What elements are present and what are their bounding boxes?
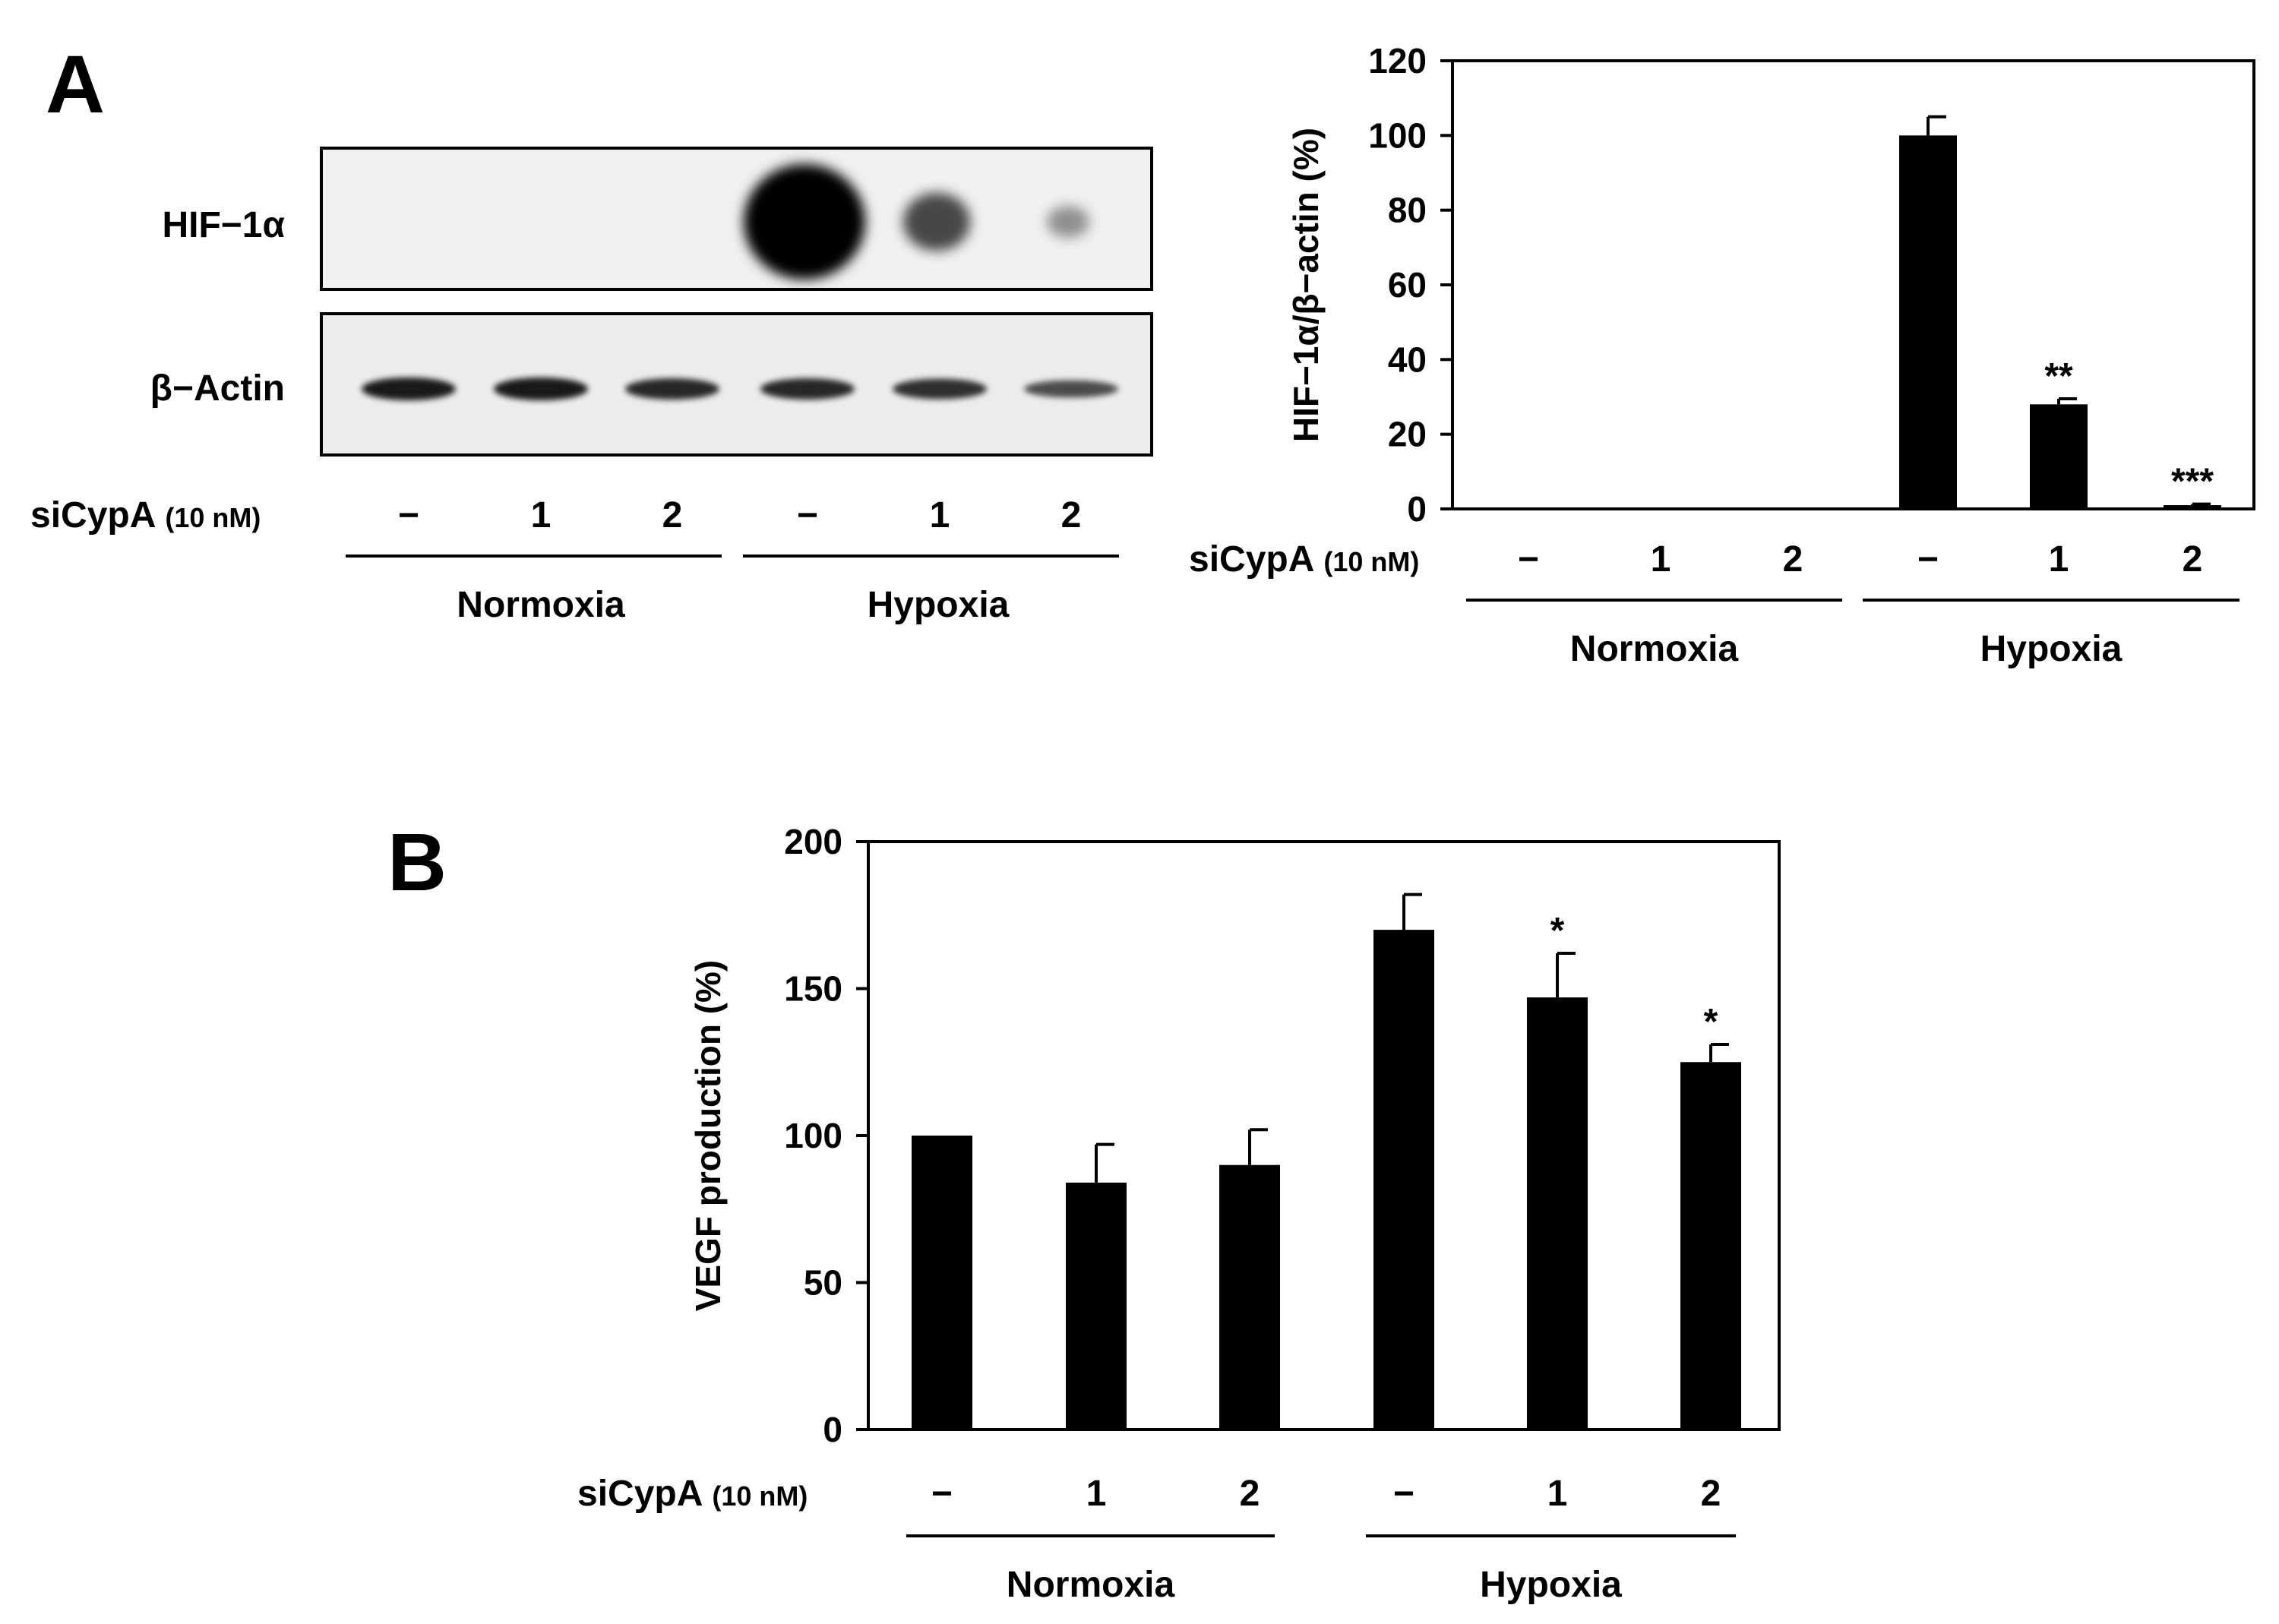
blot-lane-label: 2 xyxy=(1061,495,1082,536)
actin-band xyxy=(760,378,855,400)
group-label-hypoxia: Hypoxia xyxy=(1480,1565,1622,1605)
y-axis-title: VEGF production (%) xyxy=(688,960,728,1312)
x-tick-label: − xyxy=(1518,539,1539,580)
blot-lane-labels: − 1 2 − 1 2 xyxy=(398,495,1081,536)
hif-bands xyxy=(744,164,1089,280)
group-label-normoxia: Normoxia xyxy=(1007,1565,1175,1605)
y-tick-label: 150 xyxy=(784,969,842,1009)
significance-marker: * xyxy=(1704,1002,1718,1042)
x-axis-title-prefix: siCypA xyxy=(577,1474,703,1514)
actin-blot-box xyxy=(320,312,1153,457)
panel-label-a: A xyxy=(46,38,105,130)
bar xyxy=(1764,509,1822,510)
chart-a: 0 20 40 60 80 100 120 HIF−1α/β−actin (%) − 1 2 − ** 1… xyxy=(1189,41,2255,669)
western-blot: HIF−1α β−Actin siCypA (10 nM) − 1 2 − 1 2 Norm… xyxy=(30,147,1153,625)
y-tick-label: 200 xyxy=(784,822,842,861)
x-tick-label: 2 xyxy=(1701,1474,1721,1514)
actin-band xyxy=(625,378,719,400)
significance-marker: ** xyxy=(2044,356,2073,397)
x-axis-title: siCypA (10 nM) xyxy=(1189,539,1419,580)
hif-blot-box xyxy=(320,147,1153,291)
y-tick-label: 80 xyxy=(1388,191,1427,230)
y-tick-label: 60 xyxy=(1388,265,1427,305)
actin-band xyxy=(1024,380,1118,398)
plot-frame xyxy=(1451,59,2255,510)
y-tick-label: 20 xyxy=(1388,415,1427,454)
bar xyxy=(1373,930,1434,1430)
y-tick-label: 0 xyxy=(1407,489,1427,529)
actin-band xyxy=(494,378,588,400)
x-tick-label: − xyxy=(931,1474,953,1514)
actin-band xyxy=(893,378,987,400)
blot-group-hypoxia: Hypoxia xyxy=(868,585,1010,625)
x-tick-label: 2 xyxy=(1240,1474,1260,1514)
blot-row-label-actin: β−Actin xyxy=(150,368,285,409)
bar xyxy=(1632,509,1689,510)
x-tick-label: 2 xyxy=(2183,539,2203,580)
group-label-hypoxia: Hypoxia xyxy=(1980,629,2123,669)
y-tick-label: 50 xyxy=(804,1263,842,1303)
y-tick-label: 100 xyxy=(1368,115,1427,155)
significance-marker: * xyxy=(1550,911,1565,951)
hif-band xyxy=(902,192,971,251)
bar xyxy=(1899,135,1957,510)
blot-lane-label: 2 xyxy=(662,495,683,536)
x-tick-label: − xyxy=(1393,1474,1414,1514)
panel-label-b: B xyxy=(387,816,447,908)
x-tick-label: − xyxy=(1917,539,1939,580)
x-tick-label: 1 xyxy=(2049,539,2069,580)
bar xyxy=(912,1136,972,1430)
x-axis-title-unit: (10 nM) xyxy=(1323,546,1419,577)
y-tick-label: 100 xyxy=(784,1116,842,1155)
hif-band xyxy=(1047,206,1089,238)
actin-band xyxy=(362,378,456,400)
y-tick-label: 120 xyxy=(1368,41,1427,81)
blot-lane-label: − xyxy=(398,495,419,536)
blot-lane-label: 1 xyxy=(531,495,552,536)
x-tick-label: 2 xyxy=(1783,539,1803,580)
bar xyxy=(1219,1164,1280,1430)
bar xyxy=(2164,505,2221,509)
blot-row-label-hif: HIF−1α xyxy=(162,205,285,245)
bar xyxy=(1527,997,1588,1430)
x-tick-label: 1 xyxy=(1651,539,1671,580)
blot-group-normoxia: Normoxia xyxy=(457,585,625,625)
bar xyxy=(1680,1062,1741,1430)
hif-band xyxy=(744,164,865,280)
chart-b: 0 50 100 150 200 VEGF production (%) − 1 2 − * 1 * 2 s… xyxy=(577,822,1781,1605)
blot-lane-label: − xyxy=(797,495,818,536)
y-axis-title: HIF−1α/β−actin (%) xyxy=(1286,128,1326,442)
y-tick-label: 40 xyxy=(1388,340,1427,379)
x-axis-title-prefix: siCypA xyxy=(1189,539,1314,580)
group-label-normoxia: Normoxia xyxy=(1570,629,1739,669)
bar xyxy=(1500,509,1557,510)
x-tick-label: 1 xyxy=(1086,1474,1107,1514)
y-tick-label: 0 xyxy=(823,1410,842,1449)
x-axis-title-unit: (10 nM) xyxy=(712,1480,808,1512)
blot-sicypa-label: siCypA (10 nM) xyxy=(30,495,261,536)
blot-lane-label: 1 xyxy=(930,495,950,536)
plot-frame xyxy=(867,840,1781,1431)
bar xyxy=(2030,404,2088,509)
actin-bands xyxy=(362,378,1118,400)
bar xyxy=(1066,1182,1127,1430)
x-axis-title: siCypA (10 nM) xyxy=(577,1474,808,1514)
significance-marker: *** xyxy=(2171,462,2214,502)
x-tick-label: 1 xyxy=(1547,1474,1568,1514)
